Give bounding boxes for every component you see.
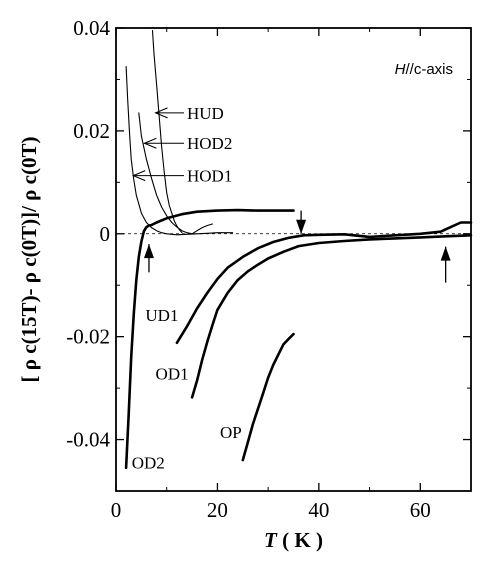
x-tick-label: 20 bbox=[207, 498, 228, 522]
x-tick-label: 40 bbox=[308, 498, 329, 522]
series-label-op: OP bbox=[220, 423, 242, 442]
y-tick-label: -0.04 bbox=[66, 428, 110, 452]
x-tick-label: 0 bbox=[111, 498, 122, 522]
y-tick-label: 0.02 bbox=[73, 119, 110, 143]
series-label-hod2: HOD2 bbox=[187, 134, 232, 153]
pointer-head-hod1 bbox=[131, 170, 146, 182]
x-axis-title-italic: T bbox=[264, 528, 278, 552]
series-label-od1: OD1 bbox=[156, 365, 189, 384]
y-tick-label: 0.04 bbox=[73, 16, 110, 40]
field-annotation: H//c-axis bbox=[395, 61, 453, 78]
series-line-od2 bbox=[124, 208, 295, 470]
series-label-od2: OD2 bbox=[132, 454, 165, 473]
x-axis-title-rest: ( K ) bbox=[277, 528, 323, 552]
series-line-ud1 bbox=[175, 221, 473, 345]
series-label-ud1: UD1 bbox=[145, 306, 178, 325]
series-line-op bbox=[241, 332, 295, 462]
y-tick-label: -0.02 bbox=[66, 325, 110, 349]
pointer-head-hud bbox=[154, 107, 168, 119]
series-line-hud bbox=[151, 30, 183, 234]
series-line-od1 bbox=[190, 234, 473, 399]
marker-arrow-head-1 bbox=[296, 219, 307, 234]
series-label-hud: HUD bbox=[187, 104, 224, 123]
pointer-head-hod2 bbox=[143, 137, 157, 149]
y-axis-title: [ ρ c(15T)- ρ c(0T)]/ ρ c(0T) bbox=[17, 137, 41, 383]
marker-arrow-head-2 bbox=[143, 244, 154, 259]
x-tick-label: 60 bbox=[410, 498, 431, 522]
series-label-hod1: HOD1 bbox=[187, 167, 232, 186]
series-line-hod1 bbox=[125, 66, 234, 236]
annotation-italic: H bbox=[395, 61, 406, 78]
marker-arrow-head-3 bbox=[440, 246, 451, 261]
series-line-hod2 bbox=[138, 112, 213, 235]
x-axis-title: T ( K ) bbox=[264, 528, 323, 552]
plot-frame bbox=[115, 27, 472, 492]
y-tick-label: 0 bbox=[100, 222, 111, 246]
annotation-rest: //c-axis bbox=[405, 61, 453, 78]
